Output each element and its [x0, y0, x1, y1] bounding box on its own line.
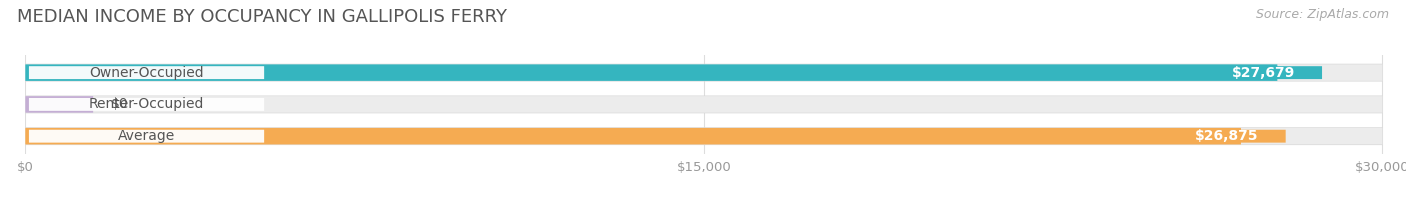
FancyBboxPatch shape [1205, 66, 1322, 79]
FancyBboxPatch shape [25, 96, 1382, 113]
FancyBboxPatch shape [25, 64, 1382, 81]
FancyBboxPatch shape [30, 98, 264, 111]
FancyBboxPatch shape [30, 66, 264, 79]
FancyBboxPatch shape [25, 128, 1382, 144]
Text: MEDIAN INCOME BY OCCUPANCY IN GALLIPOLIS FERRY: MEDIAN INCOME BY OCCUPANCY IN GALLIPOLIS… [17, 8, 508, 26]
FancyBboxPatch shape [25, 64, 1382, 82]
FancyBboxPatch shape [25, 127, 1382, 145]
FancyBboxPatch shape [30, 130, 264, 143]
FancyBboxPatch shape [1168, 130, 1285, 143]
Text: Renter-Occupied: Renter-Occupied [89, 97, 204, 112]
Text: $0: $0 [111, 97, 129, 112]
FancyBboxPatch shape [25, 96, 1382, 113]
FancyBboxPatch shape [25, 96, 93, 113]
FancyBboxPatch shape [25, 128, 1241, 144]
Text: Owner-Occupied: Owner-Occupied [89, 66, 204, 80]
Text: $27,679: $27,679 [1232, 66, 1295, 80]
FancyBboxPatch shape [25, 64, 1278, 81]
Text: Source: ZipAtlas.com: Source: ZipAtlas.com [1256, 8, 1389, 21]
Text: $26,875: $26,875 [1195, 129, 1258, 143]
Text: Average: Average [118, 129, 176, 143]
